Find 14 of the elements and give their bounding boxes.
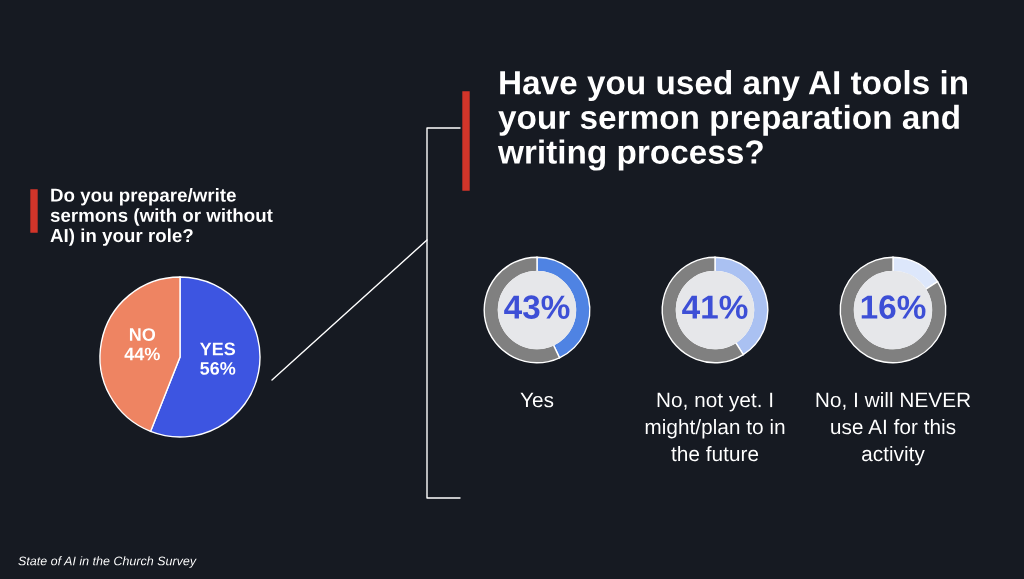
slice-label: YES bbox=[199, 342, 236, 356]
text: No, not yet. I might/plan to in the future bbox=[645, 392, 785, 462]
text: State of AI in the Church Survey bbox=[18, 556, 197, 568]
data-label: 44% bbox=[124, 347, 160, 361]
donut-slice bbox=[839, 256, 947, 364]
data-label: 41% bbox=[682, 295, 748, 319]
text: No, I will NEVER use AI for this activity bbox=[816, 392, 971, 466]
text: Yes bbox=[520, 392, 554, 408]
data-label: 56% bbox=[200, 361, 236, 375]
chart-title: Do you prepare/write sermons (with or without AI) in your role? bbox=[50, 188, 273, 246]
text: Have you used any AI tools in your sermon preparation and writing process? bbox=[497, 70, 968, 171]
slice-label: NO bbox=[129, 328, 156, 341]
data-label: 43% bbox=[504, 295, 570, 319]
data-label: 16% bbox=[861, 295, 926, 319]
